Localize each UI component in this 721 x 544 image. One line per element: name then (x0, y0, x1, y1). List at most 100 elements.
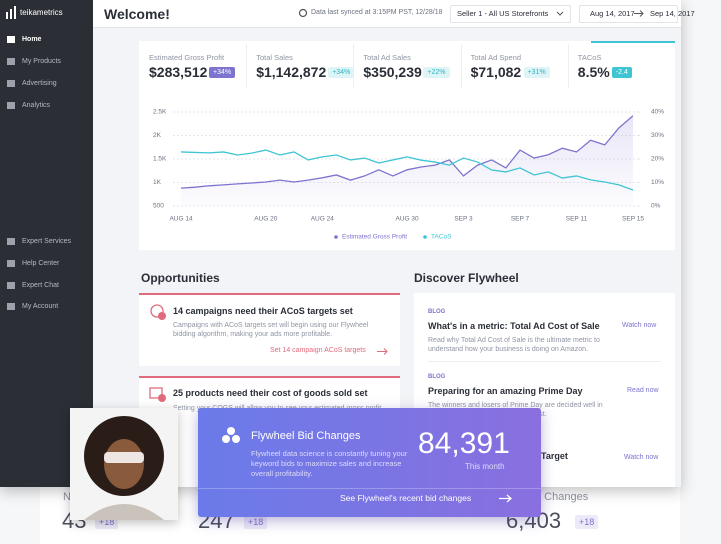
store-select[interactable] (450, 5, 571, 23)
opportunity-card (139, 293, 400, 366)
post-text: Read why Total Ad Cost of Sale is the ul… (428, 337, 600, 353)
nav-item[interactable]: Expert Chat (22, 282, 59, 289)
divider (198, 488, 541, 489)
kpi-chip: +34% (209, 67, 236, 78)
line (180, 149, 634, 191)
kpi-value: 8.5% (577, 64, 610, 80)
tag: BLOG (428, 309, 446, 315)
kpi-divider (567, 44, 569, 88)
kpi-divider (246, 44, 248, 88)
y2-tick-label: 30% (651, 132, 664, 139)
popup-action[interactable]: See Flywheel's recent bid changes (340, 493, 472, 503)
kpi-value: $1,142,872 (256, 64, 327, 80)
page-title: Welcome! (104, 6, 170, 22)
section-title: Opportunities (141, 271, 220, 285)
post-title: What's in a metric: Total Ad Cost of Sal… (428, 321, 600, 331)
x-tick-label: SEP 3 (454, 216, 473, 223)
x-tick-label: AUG 30 (395, 216, 419, 223)
y-tick-label: 2.5K (153, 109, 167, 116)
popup-metric: 84,391 (418, 427, 510, 460)
popup-period: This month (465, 462, 505, 471)
divider (428, 361, 661, 362)
avatar (70, 408, 178, 520)
brand: teikametrics (20, 8, 63, 17)
store-label: Seller 1 - All US Storefronts (457, 9, 549, 18)
nav-item[interactable]: My Products (22, 58, 61, 65)
x-tick-label: SEP 11 (566, 216, 588, 223)
kpi-divider (353, 44, 355, 88)
popup-card (198, 408, 541, 517)
legend-swatch (334, 235, 338, 239)
bottom-chip: +18 (575, 515, 599, 529)
nav-item[interactable]: Home (22, 36, 42, 43)
post-title: Preparing for an amazing Prime Day (428, 386, 583, 396)
logo (6, 6, 16, 19)
date-select[interactable] (579, 5, 678, 23)
bottom-label: d Changes (535, 491, 589, 503)
y-tick-label: 2K (153, 132, 162, 139)
kpi-value: $350,239 (363, 64, 422, 80)
kpi-chip: -2.4 (611, 67, 632, 78)
y2-tick-label: 0% (651, 203, 661, 210)
post-action[interactable]: Watch now (624, 454, 659, 461)
arrow (499, 494, 512, 503)
y-tick-label: 1K (153, 179, 162, 186)
bottom-label: N (63, 491, 71, 503)
kpi-value: $283,512 (149, 64, 208, 80)
section-title: Discover Flywheel (414, 271, 519, 285)
y2-tick-label: 20% (651, 156, 664, 163)
sync-status: Data last synced at 3:15PM PST, 12/28/18 (311, 9, 443, 16)
kpi-value: $71,082 (470, 64, 522, 80)
popup-title: Flywheel Bid Changes (251, 430, 361, 442)
arrow (377, 348, 388, 355)
kpi-chip: +22% (423, 67, 450, 78)
kpi-label: TACoS (577, 53, 602, 62)
kpi-label: Total Sales (256, 53, 293, 62)
tag: BLOG (428, 374, 446, 380)
opp-text: Campaigns with ACoS targets set will beg… (173, 322, 369, 338)
kpi-label: Total Ad Sales (363, 53, 411, 62)
nav-item[interactable]: Analytics (22, 102, 51, 109)
opp-action[interactable]: Set 14 campaign ACoS targets (270, 347, 366, 354)
kpi-chip: +31% (523, 67, 550, 78)
chevron (556, 11, 564, 16)
bottom-chip: +18 (244, 515, 268, 529)
x-tick-label: AUG 20 (254, 216, 278, 223)
nav-item[interactable]: My Account (22, 303, 59, 310)
x-tick-label: AUG 14 (169, 216, 193, 223)
sync-icon (298, 8, 308, 18)
x-tick-label: SEP 15 (622, 216, 644, 223)
y2-tick-label: 40% (651, 109, 664, 116)
opp-title: 14 campaigns need their ACoS targets set (173, 306, 353, 316)
legend-label: TACoS (431, 234, 452, 241)
x-tick-label: AUG 24 (311, 216, 335, 223)
popup-text: Flywheel data science is constantly tuni… (251, 449, 408, 478)
photo-card (70, 408, 178, 520)
active-kpi-bar (591, 41, 675, 43)
x-tick-label: SEP 7 (511, 216, 530, 223)
nav-item[interactable]: Expert Services (22, 238, 72, 245)
kpi-label: Total Ad Spend (470, 53, 522, 62)
opp-icon (149, 387, 166, 402)
nav-item[interactable]: Help Center (22, 260, 60, 267)
opp-icon (150, 304, 166, 320)
kpi-label: Estimated Gross Profit (149, 53, 225, 62)
y-tick-label: 500 (153, 203, 164, 210)
date-from: Aug 14, 2017 (590, 9, 635, 18)
sidebar: teikametrics Home My Products Advertisin… (0, 0, 93, 487)
area (181, 115, 633, 206)
kpi-divider (460, 44, 462, 88)
opp-title: 25 products need their cost of goods sol… (173, 388, 368, 398)
legend-swatch (423, 235, 427, 239)
line (180, 115, 634, 189)
nav-item[interactable]: Advertising (22, 80, 57, 87)
date-to: Sep 14, 2017 (650, 9, 695, 18)
post-action[interactable]: Watch now (622, 322, 657, 329)
kpi-chip: +34% (328, 67, 355, 78)
legend-label: Estimated Gross Profit (342, 234, 407, 241)
post-action[interactable]: Read now (627, 387, 659, 394)
y2-tick-label: 10% (651, 179, 664, 186)
header (93, 0, 681, 28)
